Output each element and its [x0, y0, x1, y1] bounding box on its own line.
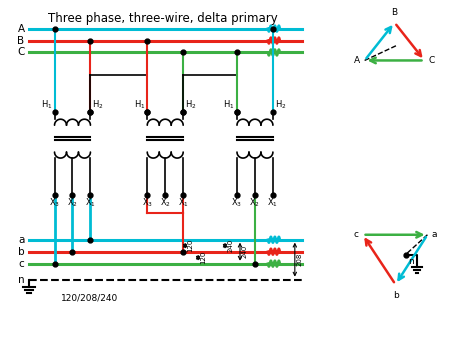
Text: H$_2$: H$_2$: [185, 99, 197, 111]
Text: a: a: [18, 235, 25, 245]
Text: X$_1$: X$_1$: [267, 197, 278, 209]
Text: H$_1$: H$_1$: [224, 99, 235, 111]
Text: X$_2$: X$_2$: [67, 197, 78, 209]
Text: A: A: [18, 23, 25, 33]
Text: X$_2$: X$_2$: [160, 197, 171, 209]
Text: C: C: [17, 48, 25, 58]
Text: H$_1$: H$_1$: [41, 99, 53, 111]
Text: b: b: [392, 290, 399, 299]
Text: n: n: [409, 257, 414, 266]
Text: c: c: [354, 230, 359, 239]
Text: X$_1$: X$_1$: [178, 197, 189, 209]
Text: c: c: [19, 259, 25, 269]
Text: n: n: [18, 275, 25, 285]
Text: 120: 120: [187, 239, 193, 253]
Text: H$_2$: H$_2$: [275, 99, 286, 111]
Text: H$_1$: H$_1$: [134, 99, 145, 111]
Text: X$_3$: X$_3$: [49, 197, 60, 209]
Text: C: C: [428, 56, 435, 65]
Text: H$_2$: H$_2$: [92, 99, 104, 111]
Text: a: a: [431, 230, 437, 239]
Text: 120: 120: [200, 251, 206, 264]
Text: X$_3$: X$_3$: [142, 197, 153, 209]
Text: 240: 240: [227, 239, 233, 252]
Text: 120/208/240: 120/208/240: [61, 294, 118, 303]
Text: b: b: [18, 247, 25, 257]
Text: B: B: [18, 36, 25, 46]
Text: 240: 240: [242, 245, 248, 258]
Text: A: A: [354, 56, 360, 65]
Text: B: B: [392, 8, 398, 17]
Text: X$_2$: X$_2$: [249, 197, 260, 209]
Text: Three phase, three-wire, delta primary: Three phase, three-wire, delta primary: [48, 12, 278, 24]
Text: X$_1$: X$_1$: [85, 197, 96, 209]
Text: 208: 208: [297, 253, 303, 266]
Text: X$_3$: X$_3$: [231, 197, 243, 209]
